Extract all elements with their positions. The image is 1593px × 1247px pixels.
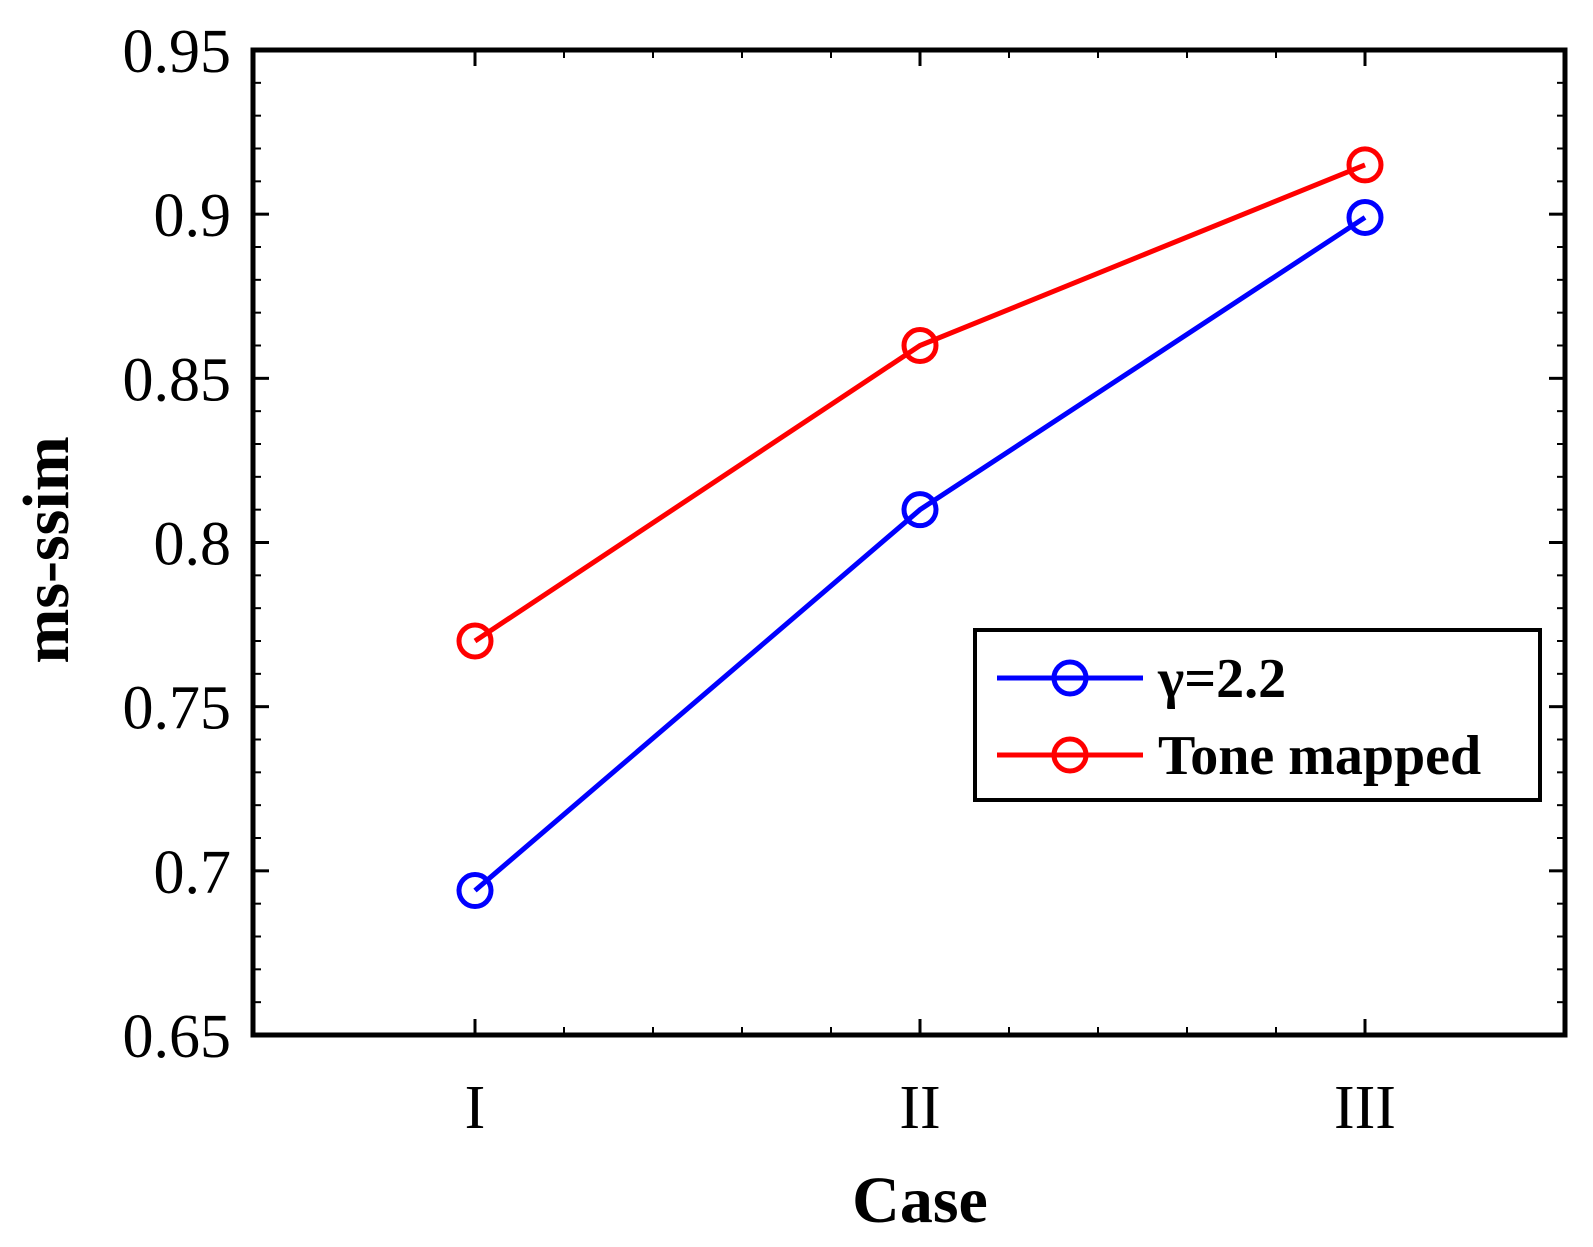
y-tick-label: 0.65 xyxy=(123,1003,232,1071)
ticks-layer: 0.650.70.750.80.850.90.95I II III xyxy=(123,18,1565,1142)
series-0-point xyxy=(1346,198,1384,236)
y-axis-label: ms-ssim xyxy=(10,436,83,663)
y-tick-label: 0.7 xyxy=(154,839,232,907)
legend-marker-0 xyxy=(1051,659,1089,697)
legend-marker-1 xyxy=(1051,736,1089,774)
series-1-point xyxy=(1346,146,1384,184)
legend-label-1: Tone mapped xyxy=(1158,725,1481,787)
y-tick-label: 0.9 xyxy=(154,182,232,250)
series-line-1 xyxy=(473,162,1366,644)
plot-area xyxy=(250,47,1568,1038)
y-tick-label: 0.8 xyxy=(154,511,232,579)
series-0-point xyxy=(456,872,494,910)
y-tick-label: 0.85 xyxy=(123,346,232,414)
series-0-point xyxy=(901,491,939,529)
y-tick-label: 0.95 xyxy=(123,18,232,86)
series-line-0 xyxy=(473,215,1367,893)
x-tick-label: I xyxy=(465,1074,486,1142)
series-layer xyxy=(456,146,1384,910)
x-tick-label: III xyxy=(1334,1074,1396,1142)
legend: γ=2.2 Tone mapped xyxy=(973,628,1542,802)
legend-label-0: γ=2.2 xyxy=(1157,648,1286,710)
x-axis-label: Case xyxy=(852,1164,988,1237)
x-tick-label: II xyxy=(899,1074,940,1142)
series-1-point xyxy=(901,327,939,364)
y-tick-label: 0.75 xyxy=(123,675,232,743)
series-1-point xyxy=(456,622,494,660)
